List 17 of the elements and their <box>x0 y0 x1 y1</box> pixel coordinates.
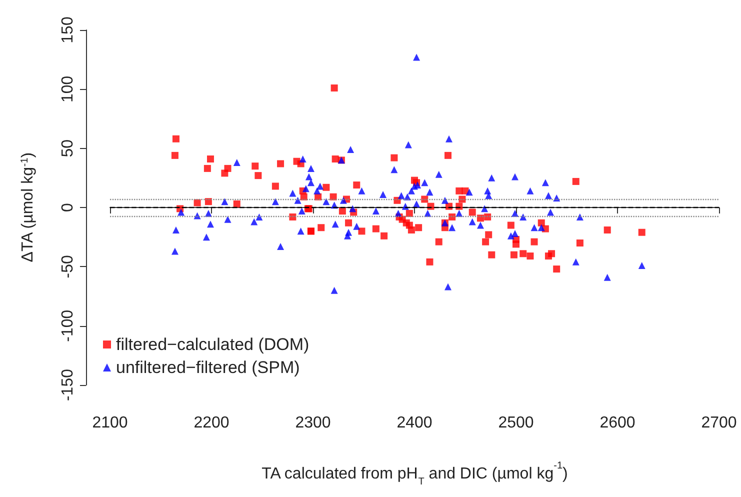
y-axis-title: ΔTA (µmol kg-1) <box>20 152 36 262</box>
legend-label: unfiltered−filtered (SPM) <box>116 358 300 377</box>
y-tick-label: -150 <box>60 368 76 402</box>
legend-label: filtered−calculated (DOM) <box>116 335 310 354</box>
y-tick-label: 150 <box>60 16 76 44</box>
x-tick-label: 2100 <box>92 414 128 432</box>
x-tick-label: 2700 <box>701 414 737 432</box>
y-tick-label: 50 <box>60 139 76 158</box>
x-tick-label: 2500 <box>498 414 534 432</box>
y-tick-label: -50 <box>60 255 76 278</box>
y-tick-label: 100 <box>60 76 76 103</box>
x-tick-label: 2200 <box>194 414 230 432</box>
x-tick-label: 2300 <box>295 414 331 432</box>
x-tick-label: 2400 <box>396 414 432 432</box>
y-tick-label: -100 <box>60 310 76 342</box>
y-tick-label: 0 <box>60 202 76 212</box>
x-tick-label: 2600 <box>600 414 636 432</box>
